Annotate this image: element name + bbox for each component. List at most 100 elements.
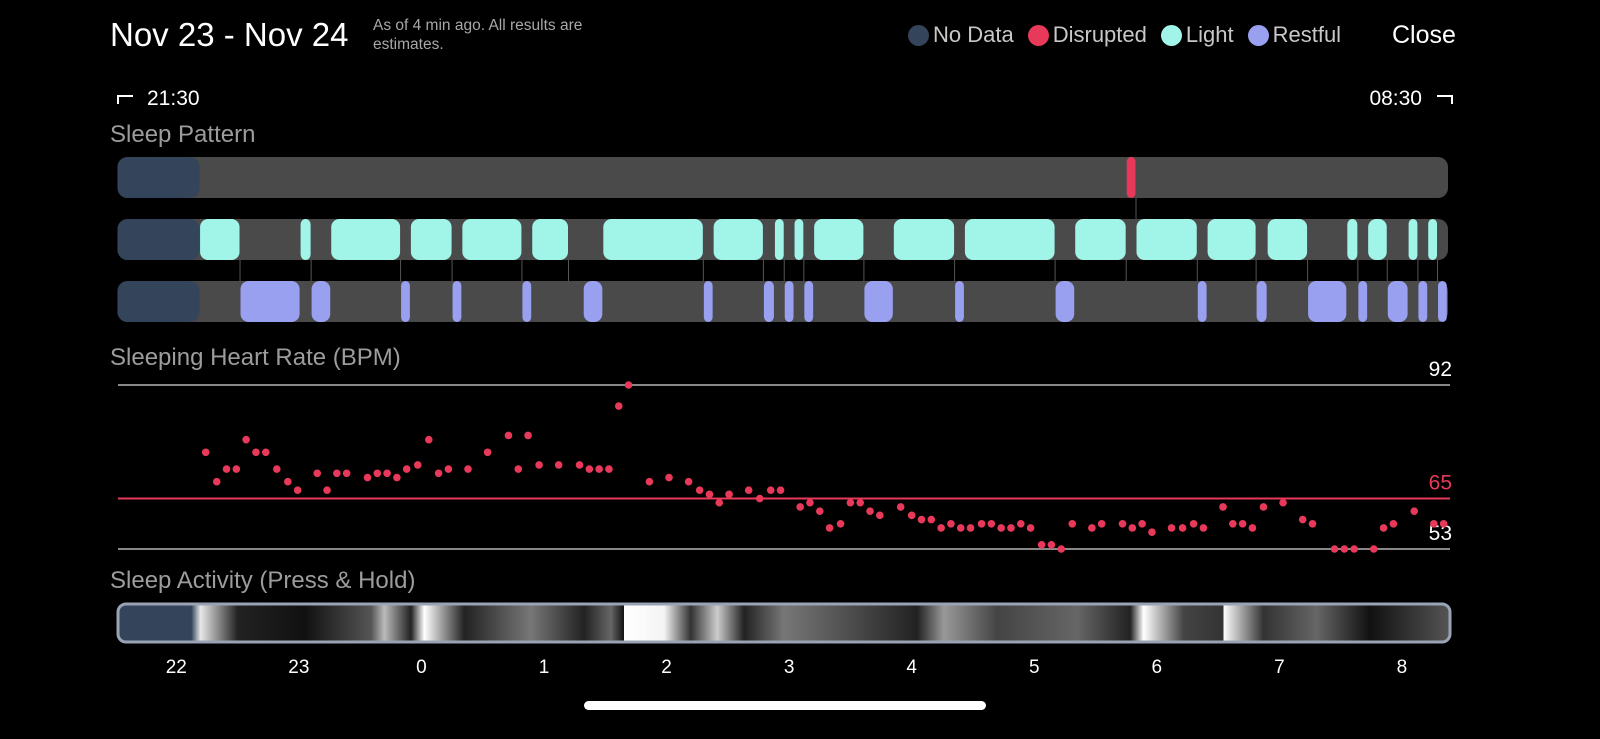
heart-rate-point <box>987 519 996 528</box>
stage-segment <box>1207 219 1256 260</box>
no-data-segment <box>117 219 200 260</box>
stage-segment <box>794 219 804 260</box>
stage-segment <box>1368 219 1387 260</box>
heart-rate-point <box>1439 519 1448 528</box>
legend-item: Light <box>1160 22 1234 48</box>
pattern-row <box>118 281 1448 322</box>
x-tick-label: 3 <box>784 657 795 678</box>
heart-rate-point <box>614 402 623 410</box>
heart-rate-point <box>836 519 845 528</box>
heart-rate-point <box>705 490 714 499</box>
heart-rate-point <box>815 507 824 515</box>
range-corner <box>117 95 133 104</box>
note: As of 4 min ago. All results are estimat… <box>373 17 583 53</box>
no-data-segment <box>117 157 200 198</box>
legend-item: No Data <box>908 22 1014 48</box>
heart-rate-point <box>1389 519 1398 528</box>
stage-segment <box>1347 219 1358 260</box>
stage-segment <box>703 281 713 322</box>
heart-rate-point <box>464 465 472 473</box>
heart-rate-point <box>966 524 975 532</box>
heart-rate-point <box>284 477 292 486</box>
stage-segment <box>583 281 603 322</box>
stage-segment <box>1267 219 1308 260</box>
heart-rate-point <box>665 473 673 482</box>
heart-rate-point <box>776 486 785 494</box>
heart-rate-point <box>1097 519 1106 528</box>
legend-item: Disrupted <box>1027 22 1147 48</box>
stage-segment <box>713 219 763 260</box>
heart-rate-point <box>956 524 965 532</box>
stage-segment <box>955 281 964 322</box>
heart-rate-point <box>1128 524 1137 532</box>
stage-segment <box>200 219 240 260</box>
heart-rate-point <box>444 465 453 473</box>
legend-swatch <box>1247 24 1269 46</box>
heart-rate-point <box>927 515 936 524</box>
heart-rate-point <box>1430 519 1438 528</box>
heart-rate-point <box>997 524 1005 532</box>
heart-rate-point <box>342 469 351 478</box>
heart-rate-point <box>242 435 250 444</box>
heart-rate-point <box>1279 498 1287 507</box>
heart-rate-point <box>333 469 341 478</box>
heart-rate-point <box>856 498 865 507</box>
range-start: 21:30 <box>147 87 200 110</box>
heart-rate-point <box>806 498 814 507</box>
heart-rate-point <box>1369 545 1378 553</box>
stage-segment <box>964 219 1055 260</box>
heart-rate-point <box>1229 519 1237 528</box>
heart-rate-point <box>504 431 513 440</box>
stage-segment <box>1197 281 1207 322</box>
x-tick-label: 6 <box>1152 657 1163 678</box>
heart-rate-point <box>846 498 855 507</box>
heart-rate-point <box>1148 528 1156 536</box>
heart-rate-point <box>645 477 654 486</box>
stage-segment <box>1418 281 1428 322</box>
heart-rate-point <box>725 490 733 499</box>
heart-rate-point <box>514 465 523 473</box>
range-end: 08:30 <box>1369 87 1422 110</box>
stage-segment <box>784 281 794 322</box>
stage-segment <box>893 219 955 260</box>
x-tick-label: 4 <box>906 657 917 678</box>
stage-segment <box>522 281 532 322</box>
legend-label: Disrupted <box>1052 22 1147 47</box>
heart-rate-point <box>575 461 584 469</box>
heart-rate-point <box>1068 519 1077 528</box>
stage-segment <box>1428 219 1438 260</box>
legend: No Data Disrupted Light Restful <box>908 22 1341 48</box>
heart-rate-point <box>383 469 391 478</box>
heart-rate-point <box>977 519 986 528</box>
heart-rate-point <box>1248 524 1257 532</box>
heart-rate-point <box>272 465 281 473</box>
heart-rate-point <box>434 469 443 478</box>
heart-rate-point <box>866 507 874 515</box>
stage-segment <box>1136 219 1197 260</box>
close-button[interactable]: Close <box>1392 21 1456 49</box>
legend-swatch <box>1160 24 1182 46</box>
heart-rate-point <box>695 486 704 494</box>
heart-rate-point <box>413 461 422 469</box>
heart-rate-point <box>554 461 563 469</box>
heart-rate-point <box>1026 524 1035 532</box>
heart-rate-point <box>1189 519 1198 528</box>
x-tick-label: 23 <box>288 657 309 678</box>
heart-rate-point <box>1350 545 1358 553</box>
heart-rate-point <box>252 448 260 457</box>
heart-rate-point <box>595 465 603 473</box>
heart-rate-point <box>535 461 543 469</box>
stage-segment <box>452 281 462 322</box>
stage-segment <box>763 281 774 322</box>
heart-rate-point <box>1199 524 1208 532</box>
legend-item: Restful <box>1247 22 1341 48</box>
heart-rate-point <box>201 448 210 457</box>
heart-rate-point <box>896 503 905 511</box>
heart-rate-point <box>373 469 382 478</box>
heart-rate-point <box>323 486 331 494</box>
heart-rate-point <box>212 477 221 486</box>
heart-rate-point <box>744 486 753 494</box>
activity-bar[interactable] <box>116 602 1452 644</box>
heart-rate-point <box>1047 540 1056 549</box>
